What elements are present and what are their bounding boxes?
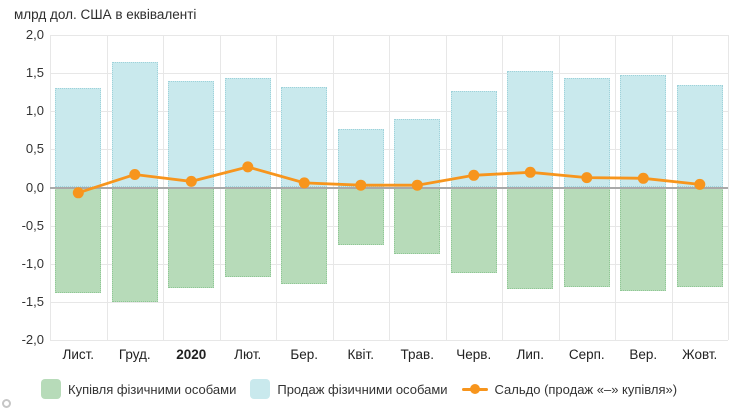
saldo-point-6[interactable] <box>411 179 423 191</box>
bar-sale-0[interactable] <box>55 87 102 188</box>
bar-sale-1[interactable] <box>111 61 158 188</box>
chart-title: млрд дол. США в еквіваленті <box>14 7 197 22</box>
bar-purchase-7[interactable] <box>450 187 497 273</box>
bar-purchase-4[interactable] <box>281 187 328 285</box>
x-tick-label-10: Вер. <box>629 347 658 362</box>
legend: Купівля фізичними особами Продаж фізични… <box>41 379 677 399</box>
bar-sale-6[interactable] <box>394 118 441 188</box>
saldo-marker-dot <box>469 384 480 394</box>
y-tick-label: 0,5 <box>25 141 44 157</box>
y-tick-label: -1,5 <box>21 293 44 309</box>
y-tick-label: 0,0 <box>25 179 44 195</box>
x-tick-label-8: Лип. <box>516 347 544 362</box>
bar-sale-4[interactable] <box>281 86 328 188</box>
bar-sale-11[interactable] <box>676 84 723 188</box>
legend-label-purchase: Купівля фізичними особами <box>68 381 237 397</box>
y-tick-label: 1,0 <box>25 103 44 119</box>
x-tick-label-6: Трав. <box>400 347 434 362</box>
gridline-horizontal <box>50 340 728 341</box>
y-tick-label: 2,0 <box>25 27 44 42</box>
corner-artifact-icon <box>2 399 11 408</box>
x-tick-label-9: Серп. <box>568 347 605 362</box>
bar-purchase-6[interactable] <box>394 187 441 254</box>
plot-area <box>50 35 729 341</box>
saldo-marker-icon <box>461 383 488 395</box>
zero-axis-line <box>50 186 728 189</box>
legend-item-sale[interactable]: Продаж фізичними особами <box>250 379 448 399</box>
legend-label-saldo: Сальдо (продаж «–» купівля») <box>494 381 678 397</box>
saldo-path <box>77 165 700 195</box>
y-tick-label: -2,0 <box>21 332 44 347</box>
bar-sale-9[interactable] <box>563 77 610 188</box>
bar-purchase-5[interactable] <box>337 187 384 246</box>
legend-item-saldo[interactable]: Сальдо (продаж «–» купівля») <box>461 381 678 397</box>
y-tick-label: 1,5 <box>25 65 44 81</box>
y-tick-label: -1,0 <box>21 255 44 271</box>
bar-purchase-1[interactable] <box>111 187 158 302</box>
x-tick-label-3: Лют. <box>234 347 262 362</box>
x-tick-label-1: Груд. <box>118 347 151 362</box>
bar-purchase-9[interactable] <box>563 187 610 287</box>
saldo-point-0[interactable] <box>72 187 84 199</box>
x-tick-label-4: Бер. <box>290 347 319 362</box>
x-tick-label-0: Лист. <box>62 347 95 362</box>
saldo-point-9[interactable] <box>581 172 593 184</box>
saldo-point-10[interactable] <box>637 172 649 184</box>
saldo-point-3[interactable] <box>242 161 254 173</box>
saldo-point-11[interactable] <box>694 178 706 190</box>
saldo-line-layer <box>72 161 706 199</box>
purchase-swatch-icon <box>41 379 61 399</box>
legend-item-purchase[interactable]: Купівля фізичними особами <box>41 379 236 399</box>
x-tick-label-2: 2020 <box>176 347 207 362</box>
bar-sale-10[interactable] <box>620 75 667 188</box>
x-tick-label-7: Черв. <box>456 347 492 362</box>
bar-purchase-10[interactable] <box>620 187 667 292</box>
legend-label-sale: Продаж фізичними особами <box>277 381 448 397</box>
bar-purchase-8[interactable] <box>507 187 554 289</box>
sale-swatch-icon <box>250 379 271 399</box>
x-tick-label-11: Жовт. <box>682 347 718 362</box>
saldo-point-4[interactable] <box>298 177 310 189</box>
saldo-point-7[interactable] <box>468 169 480 181</box>
x-tick-label-5: Квіт. <box>347 347 374 362</box>
saldo-point-5[interactable] <box>355 179 367 191</box>
saldo-point-8[interactable] <box>524 166 536 178</box>
gridline-vertical <box>728 35 729 340</box>
y-tick-label: -0,5 <box>21 217 44 233</box>
bar-purchase-2[interactable] <box>168 187 215 289</box>
saldo-point-2[interactable] <box>185 175 197 187</box>
bar-purchase-0[interactable] <box>55 187 102 294</box>
saldo-point-1[interactable] <box>129 169 141 180</box>
